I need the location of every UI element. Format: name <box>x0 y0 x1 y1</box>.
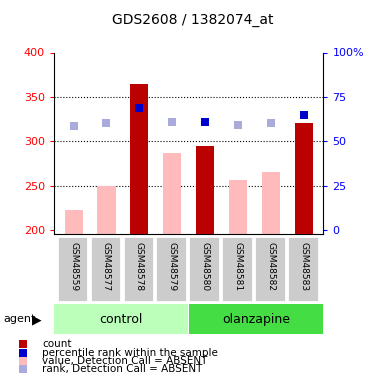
Bar <box>295 123 313 234</box>
Bar <box>90 236 121 302</box>
Text: count: count <box>42 339 72 349</box>
Bar <box>287 236 318 302</box>
Bar <box>262 172 280 234</box>
Bar <box>188 236 220 302</box>
Text: GSM48579: GSM48579 <box>168 242 177 291</box>
Text: GDS2608 / 1382074_at: GDS2608 / 1382074_at <box>112 13 273 27</box>
Bar <box>221 236 253 302</box>
Text: GSM48580: GSM48580 <box>201 242 209 291</box>
Bar <box>156 236 187 302</box>
Bar <box>97 186 116 234</box>
Bar <box>65 210 83 234</box>
Bar <box>122 236 154 302</box>
Text: GSM48582: GSM48582 <box>266 242 275 291</box>
Text: control: control <box>100 313 143 326</box>
Bar <box>196 146 214 234</box>
Text: GSM48583: GSM48583 <box>299 242 308 291</box>
Text: olanzapine: olanzapine <box>222 313 290 326</box>
Bar <box>229 180 247 234</box>
Text: value, Detection Call = ABSENT: value, Detection Call = ABSENT <box>42 356 208 366</box>
Text: GSM48581: GSM48581 <box>233 242 243 291</box>
Text: ▶: ▶ <box>32 313 42 326</box>
Text: rank, Detection Call = ABSENT: rank, Detection Call = ABSENT <box>42 364 203 374</box>
Bar <box>54 304 188 334</box>
Text: GSM48559: GSM48559 <box>69 242 78 291</box>
Bar <box>57 236 89 302</box>
Bar <box>130 84 148 234</box>
Text: GSM48577: GSM48577 <box>102 242 111 291</box>
Text: GSM48578: GSM48578 <box>135 242 144 291</box>
Text: percentile rank within the sample: percentile rank within the sample <box>42 348 218 357</box>
Text: agent: agent <box>4 315 36 324</box>
Bar <box>189 304 323 334</box>
Bar <box>254 236 286 302</box>
Bar <box>163 153 181 234</box>
